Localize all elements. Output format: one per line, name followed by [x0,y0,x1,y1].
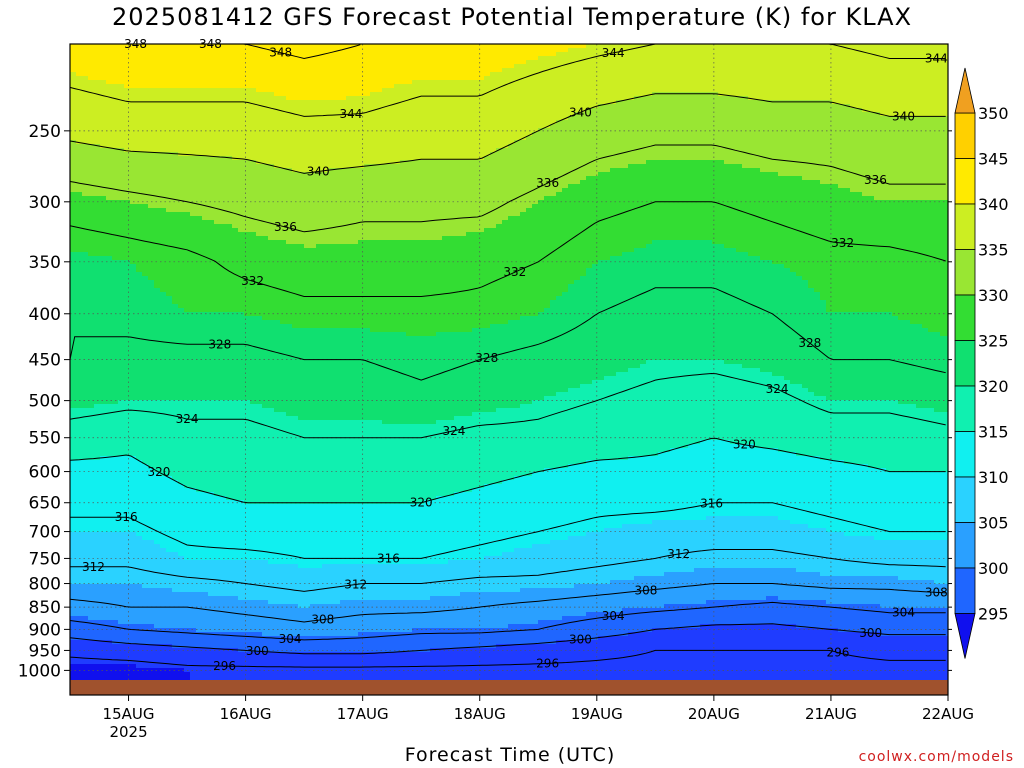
colorbar-band [955,386,975,432]
contour-label: 328 [475,351,498,365]
colorbar-label: 310 [978,468,1009,487]
contour-label: 308 [311,613,334,627]
colorbar-band [955,568,975,614]
contour-label: 336 [274,220,297,234]
y-tick-label: 550 [29,429,61,449]
contour-label: 328 [208,337,231,351]
contour-label: 300 [246,644,269,658]
contour-label: 312 [82,560,105,574]
colorbar-top-arrow [955,68,975,113]
colorbar-band [955,432,975,478]
contour-label: 296 [536,656,559,670]
contour-label: 340 [569,105,592,119]
contour-label: 344 [340,107,363,121]
contour-label: 340 [892,109,915,123]
contour-label: 324 [176,412,199,426]
colorbar-band [955,159,975,205]
y-tick-label: 650 [29,494,61,514]
ground-layer [70,680,948,695]
y-tick-label: 250 [29,122,61,142]
colorbar-band [955,523,975,569]
y-tick-label: 700 [29,523,61,543]
colorbar-label: 300 [978,559,1009,578]
colorbar-band [955,477,975,523]
contour-label: 316 [377,551,400,565]
contour-label: 320 [410,496,433,510]
contour-label: 304 [892,606,915,620]
colorbar-label: 330 [978,286,1009,305]
contour-label: 304 [602,609,625,623]
colorbar-label: 340 [978,195,1009,214]
colorbar-bottom-arrow [955,614,975,659]
contour-label: 348 [269,46,292,60]
x-tick-label: 18AUG [454,705,506,723]
contour-label: 308 [925,585,948,599]
chart-canvas: 296 296 296 300 300 300 304 304 304 308 308 308 312 3… [0,0,1024,768]
colorbar: 295 300 305 310 315 320 325 330 335 340 345 350 [955,68,1009,659]
colorbar-band [955,113,975,159]
contour-label: 332 [241,274,264,288]
contour-label: 320 [148,465,171,479]
contour-label: 344 [925,52,948,66]
x-year-label: 2025 [109,723,147,741]
contour-label: 316 [115,510,138,524]
x-tick-label: 15AUG [103,705,155,723]
colorbar-label: 345 [978,150,1009,169]
x-tick-label: 22AUG [922,705,974,723]
y-tick-label: 1000 [18,661,61,681]
y-tick-label: 300 [29,193,61,213]
theta-colorfill [70,44,948,680]
y-tick-label: 400 [29,305,61,325]
colorbar-band [955,295,975,341]
contour-label: 336 [536,176,559,190]
colorbar-band [955,341,975,387]
x-tick-label: 20AUG [688,705,740,723]
colorbar-label: 335 [978,241,1009,260]
contour-label: 300 [569,633,592,647]
y-tick-label: 600 [29,463,61,483]
colorbar-label: 325 [978,332,1009,351]
contour-label: 332 [831,236,854,250]
y-tick-label: 500 [29,392,61,412]
contour-label: 328 [798,336,821,350]
contour-label: 312 [344,577,367,591]
contour-label: 296 [827,646,850,660]
contour-label: 320 [733,438,756,452]
colorbar-label: 320 [978,377,1009,396]
colorbar-band [955,204,975,250]
y-tick-label: 450 [29,351,61,371]
colorbar-band [955,250,975,296]
contour-label: 304 [279,632,302,646]
site-watermark: coolwx.com/models [859,749,1014,765]
y-tick-label: 900 [29,620,61,640]
contour-label: 340 [307,164,330,178]
contour-label: 316 [700,496,723,510]
contour-label: 336 [864,173,887,187]
y-tick-label: 800 [29,575,61,595]
colorbar-label: 305 [978,514,1009,533]
y-tick-label: 950 [29,641,61,661]
y-tick-label: 350 [29,253,61,273]
y-tick-label: 750 [29,549,61,569]
contour-label: 296 [213,659,236,673]
contour-label: 312 [667,547,690,561]
x-tick-label: 19AUG [571,705,623,723]
contour-label: 324 [443,424,466,438]
contour-label: 344 [602,46,625,60]
colorbar-label: 295 [978,605,1009,624]
x-tick-label: 16AUG [220,705,272,723]
ground-strip [70,680,948,695]
contour-label: 308 [635,583,658,597]
x-axis-label: Forecast Time (UTC) [70,744,950,766]
contour-label: 332 [503,265,526,279]
x-tick-label: 21AUG [805,705,857,723]
y-tick-label: 850 [29,598,61,618]
contour-label: 300 [859,626,882,640]
colorbar-label: 350 [978,104,1009,123]
contour-label: 324 [766,382,789,396]
x-tick-label: 17AUG [337,705,389,723]
colorbar-label: 315 [978,423,1009,442]
